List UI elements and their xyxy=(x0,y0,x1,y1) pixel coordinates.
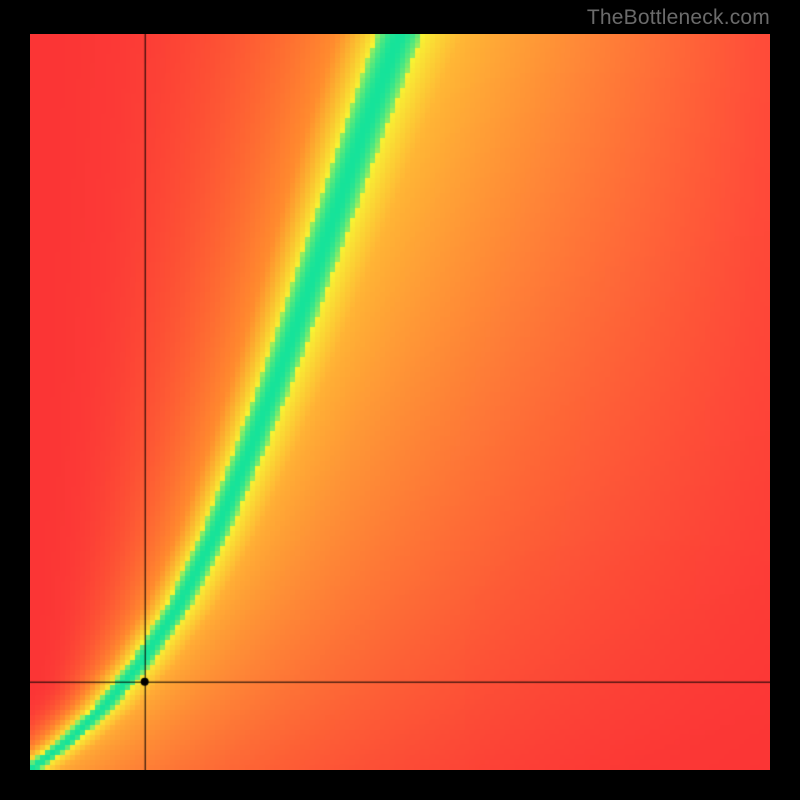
watermark-text: TheBottleneck.com xyxy=(587,6,770,30)
heatmap-canvas xyxy=(30,34,770,770)
chart-frame: TheBottleneck.com xyxy=(0,0,800,800)
plot-area xyxy=(30,34,770,770)
